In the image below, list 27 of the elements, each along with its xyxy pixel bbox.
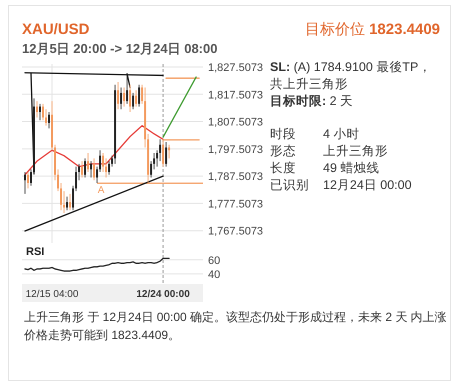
text: 目标时限: 2 天 — [270, 93, 354, 110]
y-tick-label: 1,797.5073 — [208, 144, 264, 156]
y-tick-label: 40 — [208, 268, 220, 281]
y-tick-label: 1,817.5073 — [208, 89, 264, 102]
chart-subtitle: 12月5日 20:00 -> 12月24日 08:00 — [22, 40, 218, 58]
y-tick-label: 1,787.5073 — [208, 171, 264, 184]
y-tick-label: 1,807.5073 — [208, 116, 264, 129]
x-tick-label: 12/24 00:00 — [136, 289, 190, 300]
text: 时段 — [269, 126, 297, 143]
chart-title: RSI — [26, 246, 44, 258]
text: 12月24日 00:00 — [323, 177, 412, 194]
text: 形态 — [269, 143, 297, 160]
chart-title: XAU/USD — [22, 21, 90, 38]
y-tick-label: 60 — [208, 254, 220, 267]
text: 目标价位 1823.4409 — [304, 20, 440, 39]
text: 4 小时 — [323, 126, 360, 143]
text: 49 蜡烛线 — [323, 160, 380, 177]
text: 上升三角形 于 12月24日 00:00 确定。该型态仍处于形成过程，未来 2 天 内上涨价格走势可能到 1823.4409。 — [24, 309, 448, 344]
text: 上升三角形 — [323, 143, 389, 160]
y-tick-label: 1,777.5073 — [208, 198, 264, 210]
text: SL: (A) 1784.9100 最後TP，共上升三角形 — [270, 59, 432, 93]
x-tick-label: 12/15 04:00 — [26, 289, 79, 300]
text: 长度 — [269, 160, 297, 177]
y-tick-label: 1,827.5073 — [208, 62, 264, 74]
y-tick-label: 1,767.5073 — [208, 226, 264, 238]
text: 已识别 — [269, 177, 310, 194]
ref-line-label: A — [98, 185, 105, 196]
